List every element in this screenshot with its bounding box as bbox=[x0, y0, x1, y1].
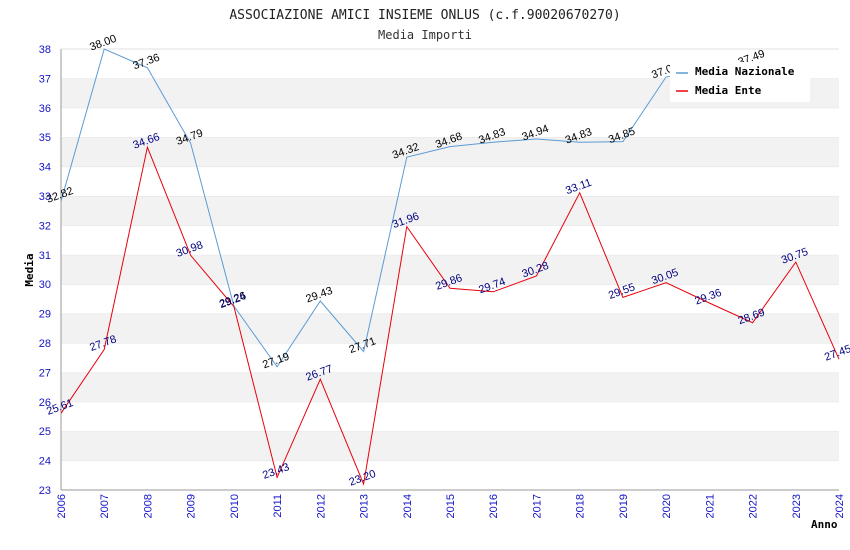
y-tick-label: 33 bbox=[39, 191, 51, 203]
y-tick-label: 35 bbox=[39, 132, 51, 144]
grid-band bbox=[61, 196, 839, 226]
grid-band bbox=[61, 107, 839, 138]
x-tick-label: 2013 bbox=[359, 494, 371, 518]
x-tick-label: 2006 bbox=[56, 494, 68, 518]
y-tick-label: 29 bbox=[39, 309, 51, 321]
y-tick-label: 34 bbox=[39, 162, 51, 174]
y-tick-label: 24 bbox=[39, 456, 51, 468]
x-tick-label: 2014 bbox=[402, 494, 414, 518]
series-line bbox=[60, 145, 840, 486]
x-tick-label: 2019 bbox=[618, 494, 630, 518]
x-tick-label: 2008 bbox=[142, 494, 154, 518]
x-tick-label: 2017 bbox=[531, 494, 543, 518]
x-tick-label: 2015 bbox=[445, 494, 457, 518]
y-tick-label: 25 bbox=[39, 426, 51, 438]
y-tick-label: 36 bbox=[39, 103, 51, 115]
grid-band bbox=[61, 343, 839, 373]
grid-bands bbox=[61, 48, 839, 490]
y-tick-label: 38 bbox=[39, 44, 51, 56]
y-tick-label: 32 bbox=[39, 220, 51, 232]
x-tick-label: 2023 bbox=[791, 494, 803, 518]
y-tick-label: 31 bbox=[39, 250, 51, 262]
y-tick-labels: 23 24 25 26 27 28 29 30 31 32 33 34 35 36 37 38 bbox=[39, 44, 51, 497]
x-tick-label: 2022 bbox=[748, 494, 760, 518]
legend-label-ente: Media Ente bbox=[695, 84, 762, 97]
series-lines bbox=[60, 48, 840, 486]
legend-box bbox=[670, 62, 810, 102]
y-tick-label: 23 bbox=[39, 485, 51, 497]
y-axis-label: Media bbox=[23, 253, 36, 286]
x-tick-label: 2009 bbox=[186, 494, 198, 518]
x-tick-label: 2007 bbox=[99, 494, 111, 518]
x-tick-label: 2016 bbox=[488, 494, 500, 518]
y-tick-label: 27 bbox=[39, 367, 51, 379]
x-tick-label: 2020 bbox=[661, 494, 673, 518]
legend-label-nazionale: Media Nazionale bbox=[695, 65, 795, 78]
grid-band bbox=[61, 401, 839, 432]
x-tick-label: 2024 bbox=[834, 494, 846, 518]
x-tick-labels: 2006 2007 2008 2009 2010 2011 2012 2013 2014 2015… bbox=[56, 494, 846, 518]
grid-band bbox=[61, 225, 839, 255]
y-tick-label: 37 bbox=[39, 73, 51, 85]
grid-band bbox=[61, 166, 839, 196]
x-tick-label: 2012 bbox=[315, 494, 327, 518]
grid-band bbox=[61, 313, 839, 343]
grid-band bbox=[61, 372, 839, 402]
x-tick-label: 2010 bbox=[229, 494, 241, 518]
series-line bbox=[60, 48, 753, 368]
y-tick-label: 26 bbox=[39, 397, 51, 409]
grid-band bbox=[61, 137, 839, 167]
grid-band bbox=[61, 284, 839, 314]
legend: Media Nazionale Media Ente bbox=[670, 62, 810, 102]
chart-subtitle: Media Importi bbox=[378, 28, 472, 42]
x-tick-label: 2021 bbox=[704, 494, 716, 518]
grid-band bbox=[61, 431, 839, 461]
grid-band bbox=[61, 254, 839, 285]
x-axis-label: Anno bbox=[811, 518, 838, 531]
y-tick-label: 30 bbox=[39, 279, 51, 291]
axes bbox=[60, 49, 839, 491]
y-tick-label: 28 bbox=[39, 338, 51, 350]
grid-band bbox=[61, 460, 839, 490]
chart-title: ASSOCIAZIONE AMICI INSIEME ONLUS (c.f.90… bbox=[229, 8, 620, 23]
x-tick-label: 2011 bbox=[272, 494, 284, 518]
x-tick-label: 2018 bbox=[575, 494, 587, 518]
